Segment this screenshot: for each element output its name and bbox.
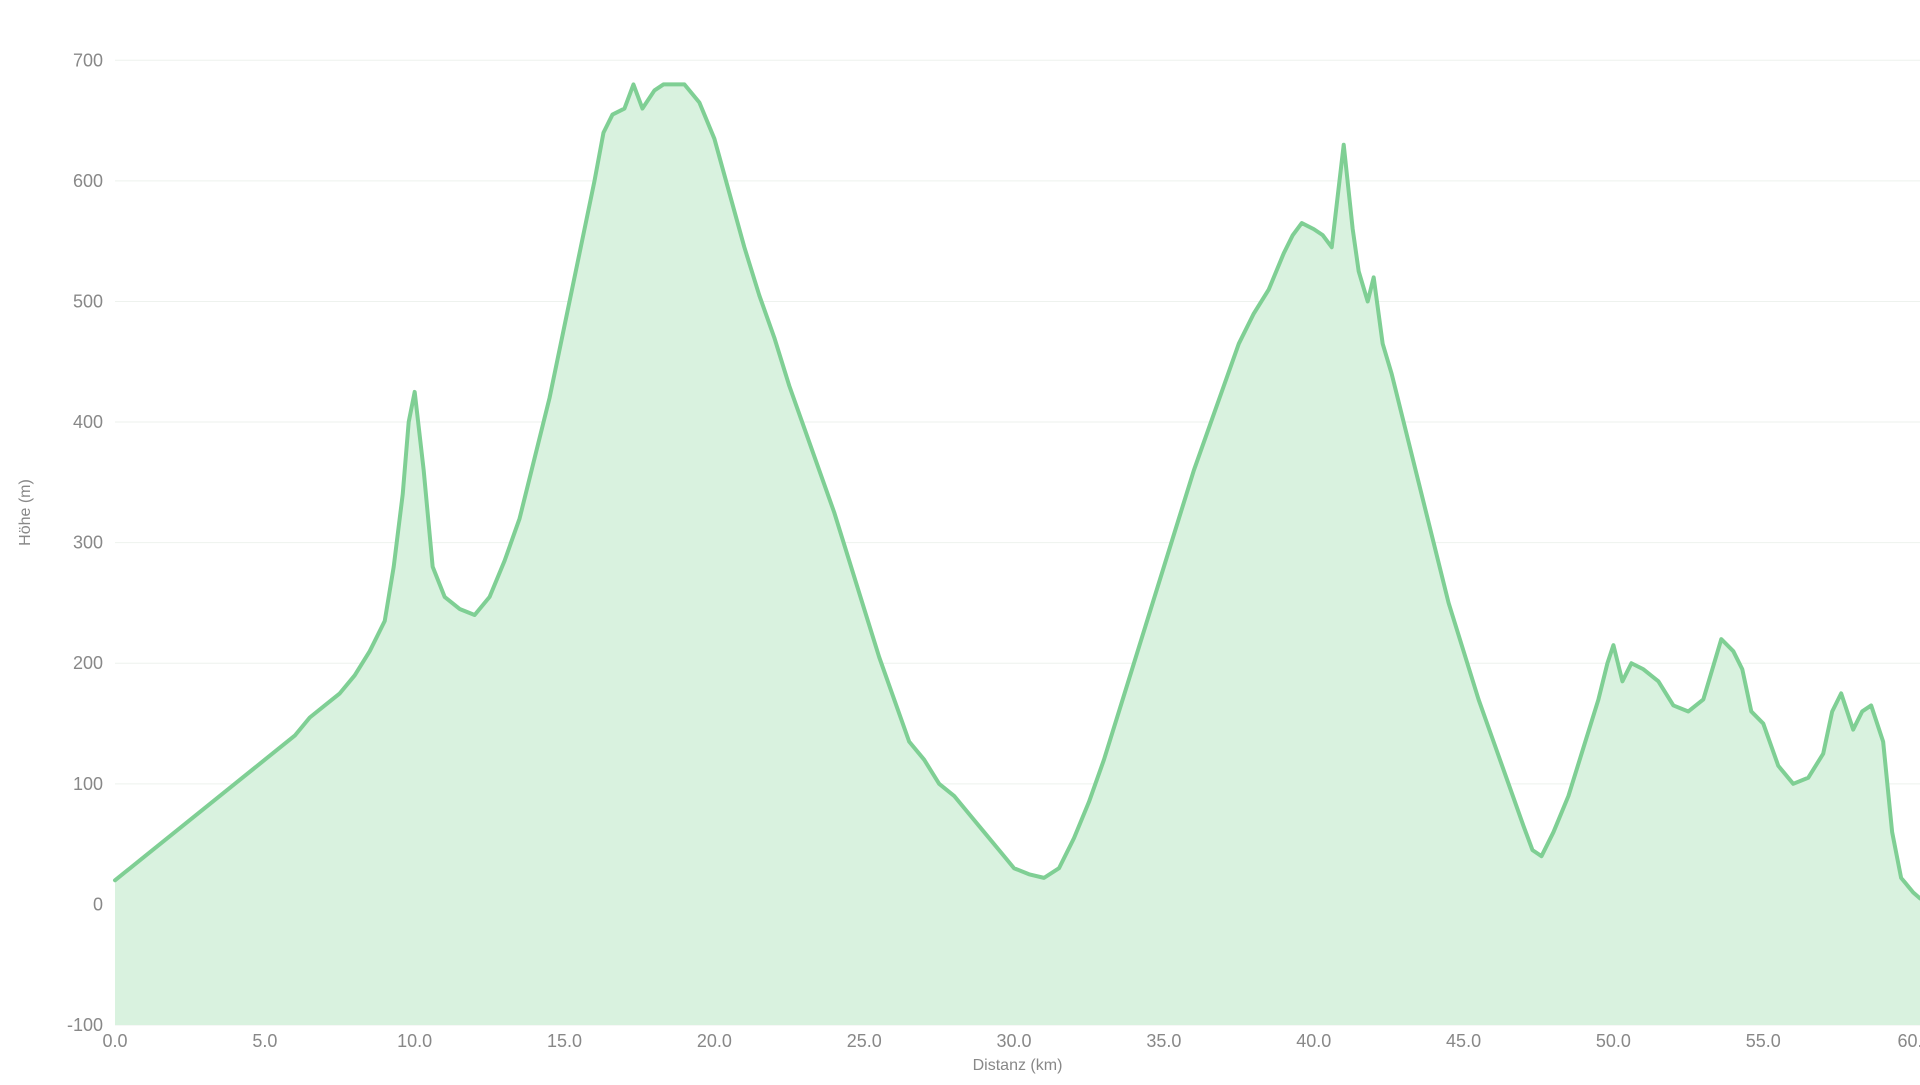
y-tick-label: 0	[93, 894, 103, 914]
x-tick-label: 50.0	[1596, 1031, 1631, 1051]
x-tick-label: 45.0	[1446, 1031, 1481, 1051]
chart-svg: -100 0 100 200 300 400 500 600 700 0.0 5.0 10.0 15.0…	[0, 0, 1920, 1080]
x-tick-label: 20.0	[697, 1031, 732, 1051]
x-tick-label: 0.0	[102, 1031, 127, 1051]
x-tick-label: 5.0	[252, 1031, 277, 1051]
x-tick-label: 60.23	[1897, 1031, 1920, 1051]
y-tick-label: -100	[67, 1015, 103, 1035]
x-tick-label: 40.0	[1296, 1031, 1331, 1051]
x-axis-label: Distanz (km)	[973, 1057, 1063, 1074]
x-tick-label: 15.0	[547, 1031, 582, 1051]
y-tick-label: 700	[73, 50, 103, 70]
x-tick-label: 30.0	[997, 1031, 1032, 1051]
x-tick-label: 25.0	[847, 1031, 882, 1051]
y-tick-label: 200	[73, 653, 103, 673]
y-tick-label: 300	[73, 533, 103, 553]
x-tick-label: 10.0	[397, 1031, 432, 1051]
y-tick-label: 600	[73, 171, 103, 191]
y-tick-label: 400	[73, 412, 103, 432]
x-tick-label: 35.0	[1146, 1031, 1181, 1051]
x-tick-label: 55.0	[1746, 1031, 1781, 1051]
y-tick-label: 500	[73, 291, 103, 311]
elevation-chart[interactable]: -100 0 100 200 300 400 500 600 700 0.0 5.0 10.0 15.0…	[0, 0, 1920, 1080]
y-tick-label: 100	[73, 774, 103, 794]
y-axis-label: Höhe (m)	[17, 479, 34, 546]
